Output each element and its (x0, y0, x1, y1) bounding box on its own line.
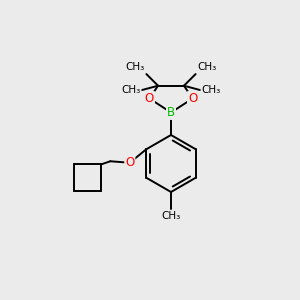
Text: O: O (145, 92, 154, 105)
Text: O: O (188, 92, 197, 105)
Text: CH₃: CH₃ (201, 85, 220, 95)
Text: B: B (167, 106, 175, 119)
Text: CH₃: CH₃ (126, 62, 145, 72)
Text: CH₃: CH₃ (122, 85, 141, 95)
Text: CH₃: CH₃ (197, 62, 216, 72)
Text: O: O (125, 156, 134, 169)
Text: CH₃: CH₃ (161, 211, 181, 221)
